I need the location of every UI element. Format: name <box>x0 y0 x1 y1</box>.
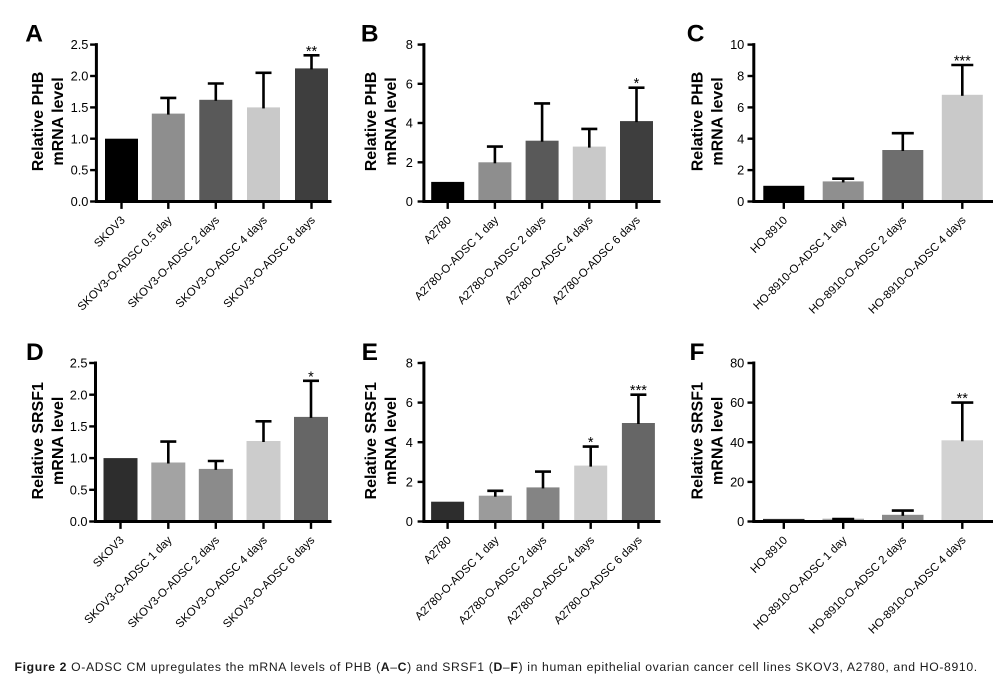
svg-text:Figure 2 O-ADSC CM upregulates: Figure 2 O-ADSC CM upregulates the mRNA … <box>15 660 978 674</box>
svg-text:2: 2 <box>737 163 744 178</box>
svg-text:6: 6 <box>406 395 413 410</box>
svg-text:***: *** <box>630 383 647 399</box>
svg-text:8: 8 <box>737 69 744 84</box>
svg-text:***: *** <box>954 54 971 70</box>
svg-text:mRNA level: mRNA level <box>710 397 727 485</box>
svg-text:0: 0 <box>406 514 413 529</box>
svg-text:mRNA level: mRNA level <box>50 397 67 485</box>
svg-text:2.5: 2.5 <box>70 356 88 371</box>
svg-text:1.0: 1.0 <box>71 131 89 146</box>
svg-text:2.0: 2.0 <box>70 387 88 402</box>
svg-text:C: C <box>687 21 705 48</box>
svg-text:1.5: 1.5 <box>70 419 88 434</box>
svg-text:**: ** <box>957 391 969 407</box>
svg-text:2: 2 <box>406 155 413 170</box>
svg-text:mRNA level: mRNA level <box>383 77 400 165</box>
svg-text:Relative SRSF1: Relative SRSF1 <box>30 382 47 499</box>
svg-text:4: 4 <box>737 131 744 146</box>
svg-text:40: 40 <box>730 435 744 450</box>
svg-text:2.5: 2.5 <box>71 37 89 52</box>
svg-text:2.0: 2.0 <box>71 69 89 84</box>
svg-text:0: 0 <box>737 514 744 529</box>
svg-text:mRNA level: mRNA level <box>50 77 67 165</box>
svg-text:Relative PHB: Relative PHB <box>690 72 707 172</box>
svg-text:D: D <box>26 339 44 366</box>
svg-text:2: 2 <box>406 475 413 490</box>
svg-text:F: F <box>690 339 705 366</box>
svg-text:6: 6 <box>737 100 744 115</box>
svg-text:A: A <box>25 21 43 48</box>
svg-text:4: 4 <box>406 435 413 450</box>
svg-text:*: * <box>308 369 314 385</box>
svg-text:1.5: 1.5 <box>71 100 89 115</box>
svg-text:mRNA level: mRNA level <box>383 397 400 485</box>
svg-text:8: 8 <box>406 37 413 52</box>
svg-text:*: * <box>634 76 640 92</box>
svg-text:Relative SRSF1: Relative SRSF1 <box>690 382 707 499</box>
svg-text:8: 8 <box>406 356 413 371</box>
svg-text:0.0: 0.0 <box>71 194 89 209</box>
svg-text:80: 80 <box>730 356 744 371</box>
svg-text:Relative SRSF1: Relative SRSF1 <box>363 382 380 499</box>
svg-text:10: 10 <box>730 37 744 52</box>
svg-text:0: 0 <box>737 194 744 209</box>
svg-text:60: 60 <box>730 395 744 410</box>
svg-text:mRNA level: mRNA level <box>710 77 727 165</box>
svg-text:0.0: 0.0 <box>70 514 88 529</box>
svg-text:Relative PHB: Relative PHB <box>363 72 380 172</box>
svg-text:B: B <box>361 21 379 48</box>
svg-text:0: 0 <box>406 194 413 209</box>
svg-text:E: E <box>362 339 378 366</box>
svg-text:0.5: 0.5 <box>70 482 88 497</box>
svg-text:20: 20 <box>730 475 744 490</box>
svg-text:4: 4 <box>406 116 413 131</box>
svg-text:*: * <box>588 435 594 451</box>
svg-text:1.0: 1.0 <box>70 451 88 466</box>
svg-text:6: 6 <box>406 76 413 91</box>
svg-text:**: ** <box>306 44 318 60</box>
svg-text:Relative PHB: Relative PHB <box>30 72 47 172</box>
svg-text:0.5: 0.5 <box>71 163 89 178</box>
